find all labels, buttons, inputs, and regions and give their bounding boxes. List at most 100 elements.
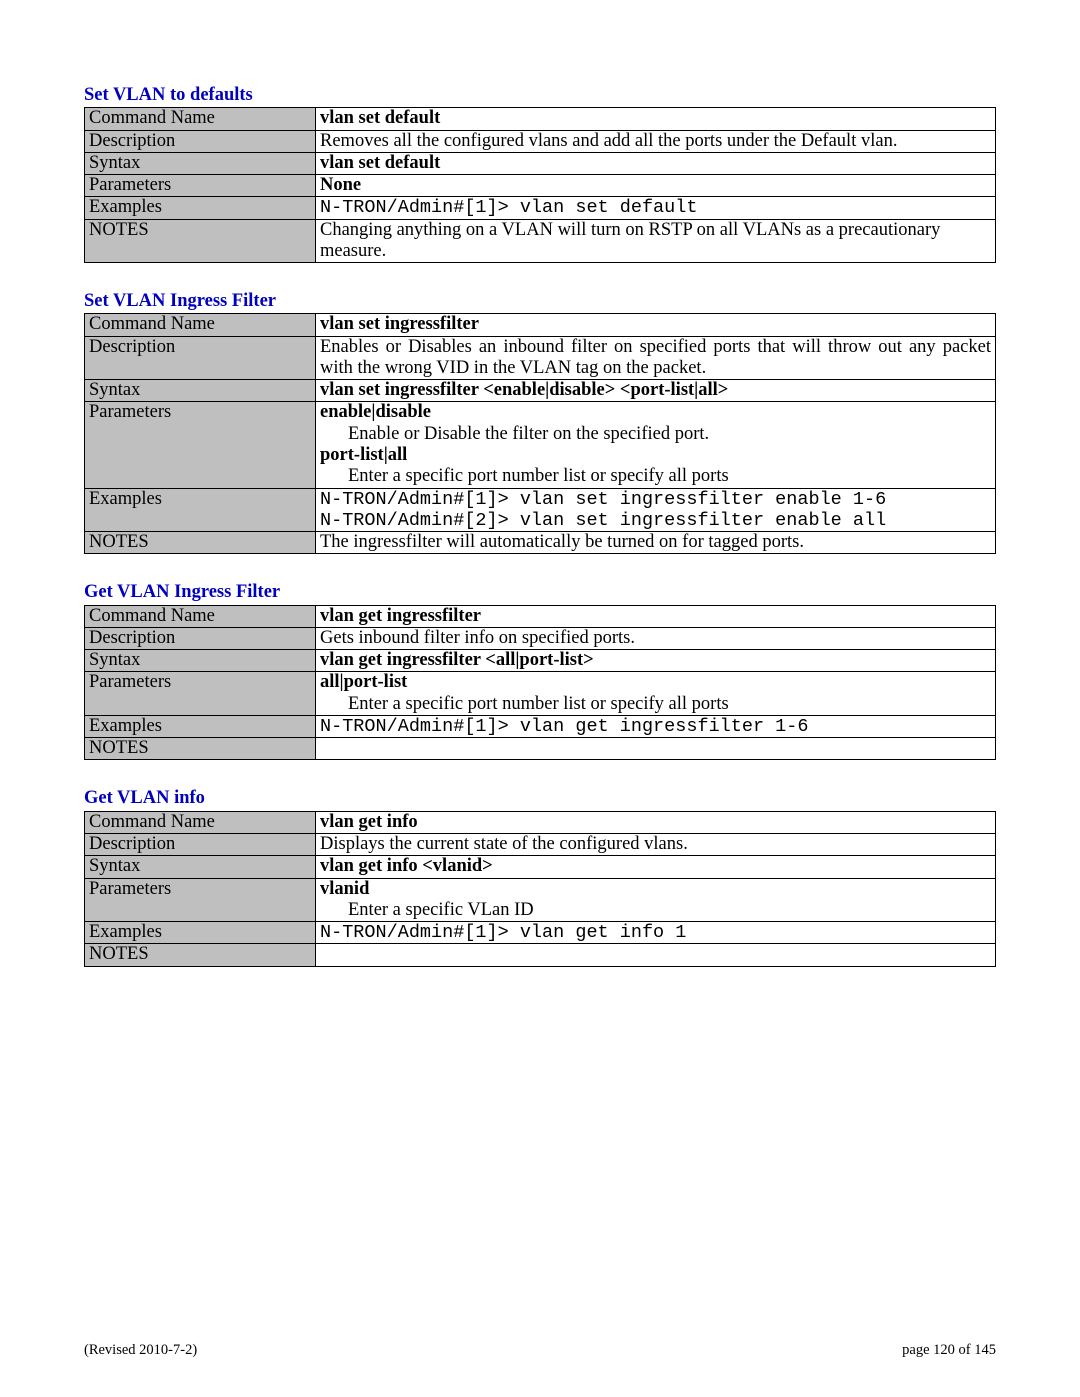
label-command-name: Command Name [85, 811, 316, 833]
label-syntax: Syntax [85, 152, 316, 174]
label-parameters: Parameters [85, 175, 316, 197]
value-notes: Changing anything on a VLAN will turn on… [316, 219, 996, 263]
example-line: N-TRON/Admin#[1]> vlan set default [320, 197, 991, 218]
row-command-name: Command Name vlan get ingressfilter [85, 605, 996, 627]
value-notes [316, 738, 996, 760]
value-syntax: vlan get info <vlanid> [316, 856, 996, 878]
value-command-name: vlan get ingressfilter [316, 605, 996, 627]
row-parameters: Parameters all|port-list Enter a specifi… [85, 672, 996, 716]
value-notes [316, 944, 996, 966]
row-syntax: Syntax vlan set ingressfilter <enable|di… [85, 380, 996, 402]
param-head: vlanid [320, 879, 991, 900]
row-command-name: Command Name vlan set ingressfilter [85, 314, 996, 336]
value-parameters: all|port-list Enter a specific port numb… [316, 672, 996, 716]
section-title: Get VLAN info [84, 788, 996, 809]
section-title: Set VLAN to defaults [84, 85, 996, 106]
example-line: N-TRON/Admin#[1]> vlan set ingressfilter… [320, 489, 991, 510]
row-syntax: Syntax vlan get ingressfilter <all|port-… [85, 650, 996, 672]
value-examples: N-TRON/Admin#[1]> vlan set default [316, 197, 996, 219]
row-notes: NOTES Changing anything on a VLAN will t… [85, 219, 996, 263]
value-syntax: vlan get ingressfilter <all|port-list> [316, 650, 996, 672]
param-head: port-list|all [320, 445, 991, 466]
label-command-name: Command Name [85, 108, 316, 130]
row-syntax: Syntax vlan set default [85, 152, 996, 174]
param-body: Enable or Disable the filter on the spec… [320, 424, 991, 445]
label-syntax: Syntax [85, 380, 316, 402]
value-parameters: vlanid Enter a specific VLan ID [316, 878, 996, 922]
row-examples: Examples N-TRON/Admin#[1]> vlan set defa… [85, 197, 996, 219]
label-parameters: Parameters [85, 672, 316, 716]
label-examples: Examples [85, 488, 316, 532]
label-examples: Examples [85, 922, 316, 944]
row-examples: Examples N-TRON/Admin#[1]> vlan get info… [85, 922, 996, 944]
param-head: all|port-list [320, 672, 991, 693]
row-parameters: Parameters None [85, 175, 996, 197]
row-examples: Examples N-TRON/Admin#[1]> vlan get ingr… [85, 715, 996, 737]
value-notes: The ingressfilter will automatically be … [316, 532, 996, 554]
label-syntax: Syntax [85, 650, 316, 672]
row-parameters: Parameters enable|disable Enable or Disa… [85, 402, 996, 488]
row-description: Description Displays the current state o… [85, 833, 996, 855]
row-syntax: Syntax vlan get info <vlanid> [85, 856, 996, 878]
value-parameters: None [316, 175, 996, 197]
label-parameters: Parameters [85, 878, 316, 922]
command-table: Command Name vlan get info Description D… [84, 811, 996, 967]
label-command-name: Command Name [85, 314, 316, 336]
row-description: Description Enables or Disables an inbou… [85, 336, 996, 380]
label-examples: Examples [85, 197, 316, 219]
value-command-name: vlan get info [316, 811, 996, 833]
footer-page-number: page 120 of 145 [902, 1342, 996, 1359]
label-notes: NOTES [85, 219, 316, 263]
row-notes: NOTES [85, 944, 996, 966]
label-notes: NOTES [85, 738, 316, 760]
label-examples: Examples [85, 715, 316, 737]
value-examples: N-TRON/Admin#[1]> vlan get info 1 [316, 922, 996, 944]
page-footer: (Revised 2010-7-2) page 120 of 145 [84, 1342, 996, 1359]
label-notes: NOTES [85, 944, 316, 966]
label-syntax: Syntax [85, 856, 316, 878]
param-body: Enter a specific port number list or spe… [320, 694, 991, 715]
row-notes: NOTES [85, 738, 996, 760]
row-description: Description Gets inbound filter info on … [85, 627, 996, 649]
example-line: N-TRON/Admin#[1]> vlan get info 1 [320, 922, 991, 943]
footer-revised: (Revised 2010-7-2) [84, 1342, 197, 1359]
label-command-name: Command Name [85, 605, 316, 627]
example-line: N-TRON/Admin#[2]> vlan set ingressfilter… [320, 510, 991, 531]
value-examples: N-TRON/Admin#[1]> vlan set ingressfilter… [316, 488, 996, 532]
section-title: Get VLAN Ingress Filter [84, 582, 996, 603]
param-head: enable|disable [320, 402, 991, 423]
page-content: Set VLAN to defaults Command Name vlan s… [0, 0, 1080, 967]
example-line: N-TRON/Admin#[1]> vlan get ingressfilter… [320, 716, 991, 737]
section-set-vlan-defaults: Set VLAN to defaults Command Name vlan s… [84, 85, 996, 263]
label-description: Description [85, 336, 316, 380]
label-description: Description [85, 130, 316, 152]
row-command-name: Command Name vlan set default [85, 108, 996, 130]
value-examples: N-TRON/Admin#[1]> vlan get ingressfilter… [316, 715, 996, 737]
row-notes: NOTES The ingressfilter will automatical… [85, 532, 996, 554]
command-table: Command Name vlan get ingressfilter Desc… [84, 605, 996, 761]
row-parameters: Parameters vlanid Enter a specific VLan … [85, 878, 996, 922]
value-parameters: enable|disable Enable or Disable the fil… [316, 402, 996, 488]
value-syntax: vlan set ingressfilter <enable|disable> … [316, 380, 996, 402]
section-get-vlan-ingress-filter: Get VLAN Ingress Filter Command Name vla… [84, 582, 996, 760]
row-description: Description Removes all the configured v… [85, 130, 996, 152]
label-notes: NOTES [85, 532, 316, 554]
value-description: Removes all the configured vlans and add… [316, 130, 996, 152]
param-head: None [320, 175, 991, 196]
section-get-vlan-info: Get VLAN info Command Name vlan get info… [84, 788, 996, 966]
section-title: Set VLAN Ingress Filter [84, 291, 996, 312]
section-set-vlan-ingress-filter: Set VLAN Ingress Filter Command Name vla… [84, 291, 996, 554]
command-table: Command Name vlan set default Descriptio… [84, 107, 996, 263]
command-table: Command Name vlan set ingressfilter Desc… [84, 313, 996, 554]
row-examples: Examples N-TRON/Admin#[1]> vlan set ingr… [85, 488, 996, 532]
label-parameters: Parameters [85, 402, 316, 488]
param-body: Enter a specific VLan ID [320, 900, 991, 921]
value-syntax: vlan set default [316, 152, 996, 174]
param-body: Enter a specific port number list or spe… [320, 466, 991, 487]
label-description: Description [85, 627, 316, 649]
value-command-name: vlan set ingressfilter [316, 314, 996, 336]
row-command-name: Command Name vlan get info [85, 811, 996, 833]
label-description: Description [85, 833, 316, 855]
value-description: Enables or Disables an inbound filter on… [316, 336, 996, 380]
value-description: Gets inbound filter info on specified po… [316, 627, 996, 649]
